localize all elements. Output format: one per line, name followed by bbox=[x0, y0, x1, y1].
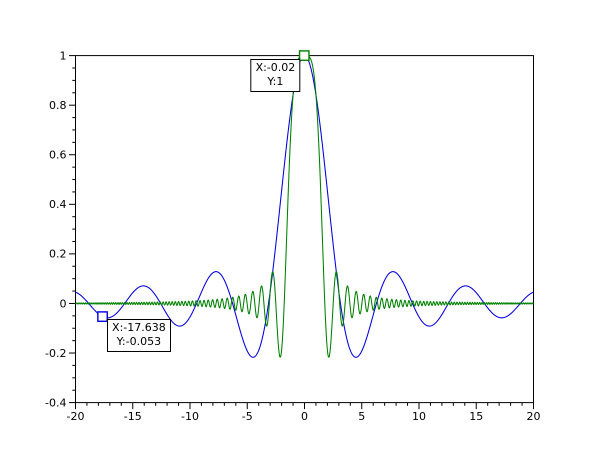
y-tick-label: 0.2 bbox=[49, 248, 67, 261]
x-tick-label: 20 bbox=[527, 410, 541, 423]
x-tick-labels: -20 -15 -10 -5 0 5 10 15 20 bbox=[67, 410, 541, 423]
y-tick-label: -0.4 bbox=[45, 396, 66, 409]
datatip-y-value: Y:-0.053 bbox=[116, 335, 162, 349]
x-tick-label: 10 bbox=[412, 410, 426, 423]
x-tick-label: -5 bbox=[242, 410, 253, 423]
datatip-left[interactable]: X:-17.638 Y:-0.053 bbox=[107, 318, 171, 352]
curve-green-chirp[interactable] bbox=[75, 55, 534, 358]
y-axis-ticks bbox=[69, 55, 76, 404]
x-tick-label: -15 bbox=[124, 410, 142, 423]
y-tick-label: 0 bbox=[60, 297, 67, 310]
x-tick-label: -10 bbox=[181, 410, 199, 423]
x-tick-label: -20 bbox=[67, 410, 85, 423]
x-axis-ticks bbox=[75, 402, 534, 410]
x-tick-label: 5 bbox=[358, 410, 365, 423]
datatip-x-value: X:-17.638 bbox=[112, 320, 166, 334]
datatip-marker[interactable] bbox=[298, 50, 310, 62]
y-tick-label: 0.4 bbox=[49, 198, 67, 211]
y-tick-label: 0.6 bbox=[49, 149, 67, 162]
y-tick-label: -0.2 bbox=[45, 347, 66, 360]
datatip-y-value: Y:1 bbox=[267, 75, 284, 89]
datatip-peak[interactable]: X:-0.02 Y:1 bbox=[250, 58, 301, 92]
y-tick-label: 0.8 bbox=[49, 99, 67, 112]
curve-blue-sinc[interactable] bbox=[75, 55, 534, 358]
datatip-marker[interactable] bbox=[97, 311, 108, 322]
y-tick-labels: -0.4 -0.2 0 0.2 0.4 0.6 0.8 1 bbox=[45, 49, 66, 409]
x-tick-label: 0 bbox=[301, 410, 308, 423]
datatip-x-value: X:-0.02 bbox=[255, 60, 296, 74]
x-tick-label: 15 bbox=[469, 410, 483, 423]
y-tick-label: 1 bbox=[60, 49, 67, 62]
